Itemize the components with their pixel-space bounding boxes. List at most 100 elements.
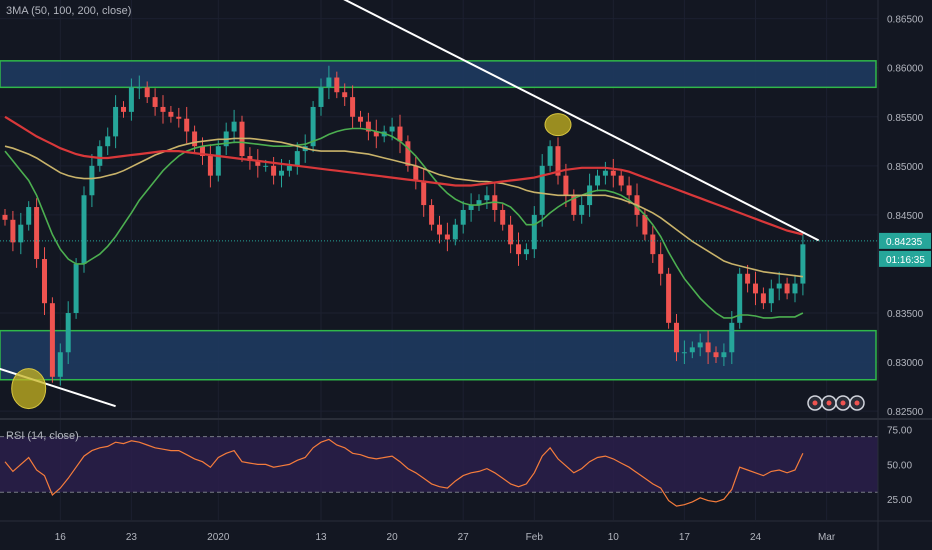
candle-body bbox=[215, 146, 221, 176]
highlight-ellipse bbox=[544, 113, 572, 137]
candle-body bbox=[674, 322, 679, 353]
drawing-tool-dot-icon bbox=[812, 400, 818, 406]
price-tick-label: 0.83000 bbox=[887, 358, 924, 369]
zone-rect bbox=[0, 60, 877, 89]
candle-body bbox=[500, 209, 506, 225]
time-tick-label: 23 bbox=[126, 532, 138, 543]
candle-body bbox=[2, 214, 8, 220]
candle-body bbox=[105, 136, 111, 147]
candle-body bbox=[760, 293, 766, 304]
rsi-band bbox=[0, 436, 878, 493]
candle-body bbox=[200, 146, 205, 157]
rsi-pane bbox=[0, 418, 932, 507]
time-tick-label: 10 bbox=[608, 532, 620, 543]
candle-body bbox=[34, 207, 40, 260]
candle-body bbox=[207, 156, 213, 176]
candle-body bbox=[437, 224, 442, 235]
highlight-markers bbox=[11, 113, 572, 410]
candle-body bbox=[365, 121, 371, 132]
candle-body bbox=[468, 205, 474, 210]
candle-body bbox=[508, 224, 514, 245]
price-tick-label: 0.85500 bbox=[887, 113, 924, 124]
candle-body bbox=[689, 347, 695, 353]
candle-body bbox=[128, 87, 134, 112]
rsi-legend-title: RSI (14, close) bbox=[6, 430, 79, 442]
time-tick-label: Feb bbox=[526, 532, 544, 543]
drawing-tool-dot-icon bbox=[840, 400, 846, 406]
candle-body bbox=[160, 106, 166, 112]
price-tick-label: 0.86500 bbox=[887, 15, 924, 26]
candle-body bbox=[642, 214, 648, 235]
countdown-tag bbox=[879, 250, 931, 267]
candle-body bbox=[421, 180, 427, 206]
countdown-label: 01:16:35 bbox=[886, 255, 925, 266]
price-tick-label: 0.86000 bbox=[887, 64, 924, 75]
price-tick-label: 0.83500 bbox=[887, 309, 924, 320]
candle-body bbox=[626, 185, 632, 196]
candle-body bbox=[49, 303, 55, 377]
candle-body bbox=[476, 200, 482, 206]
candle-body bbox=[192, 131, 198, 147]
candle-body bbox=[358, 116, 363, 122]
candle-body bbox=[65, 313, 71, 353]
candle-body bbox=[176, 116, 182, 119]
price-tags: 0.84235 01:16:35 bbox=[0, 232, 931, 267]
candle-body bbox=[247, 156, 253, 161]
candle-body bbox=[397, 126, 403, 142]
candle-body bbox=[271, 165, 277, 176]
candle-body bbox=[255, 160, 261, 166]
rsi-tick-label: 50.00 bbox=[887, 460, 912, 471]
rsi-tick-label: 25.00 bbox=[887, 495, 912, 506]
candle-body bbox=[452, 224, 458, 240]
candle-body bbox=[729, 322, 735, 353]
time-tick-label: 16 bbox=[55, 532, 67, 543]
candle-body bbox=[57, 352, 63, 377]
last-price-tag bbox=[879, 232, 931, 249]
time-tick-label: 20 bbox=[387, 532, 399, 543]
candle-body bbox=[373, 131, 379, 137]
last-price-label: 0.84235 bbox=[886, 237, 923, 248]
candle-body bbox=[294, 151, 300, 166]
candle-body bbox=[563, 175, 569, 196]
price-tick-label: 0.82500 bbox=[887, 407, 924, 418]
candle-body bbox=[81, 195, 87, 264]
candle-body bbox=[318, 87, 324, 107]
support-resistance-zones bbox=[0, 60, 877, 381]
time-tick-label: Mar bbox=[818, 532, 836, 543]
candle-body bbox=[389, 126, 395, 132]
candle-body bbox=[784, 283, 790, 294]
candle-body bbox=[721, 352, 727, 358]
candle-body bbox=[650, 234, 656, 255]
candle-body bbox=[18, 224, 24, 243]
main-legend: 3MA (50, 100, 200, close) bbox=[6, 5, 131, 17]
candle-body bbox=[326, 77, 332, 88]
price-tick-label: 0.85000 bbox=[887, 162, 924, 173]
candle-body bbox=[800, 244, 806, 284]
candle-body bbox=[737, 273, 743, 323]
candle-body bbox=[658, 254, 664, 274]
candle-body bbox=[768, 288, 774, 304]
candle-body bbox=[579, 205, 585, 215]
zone-rect bbox=[0, 329, 877, 381]
candle-body bbox=[184, 118, 190, 132]
time-tick-label: 24 bbox=[750, 532, 762, 543]
rsi-legend: RSI (14, close) bbox=[6, 430, 79, 442]
candle-body bbox=[547, 146, 553, 166]
candle-body bbox=[350, 97, 356, 117]
time-tick-label: 27 bbox=[458, 532, 470, 543]
ma-line-200 bbox=[4, 115, 804, 236]
candle-body bbox=[121, 106, 126, 112]
candle-body bbox=[113, 106, 119, 137]
candle-body bbox=[595, 175, 600, 186]
candle-body bbox=[286, 165, 292, 171]
candle-body bbox=[484, 195, 490, 201]
candle-body bbox=[705, 342, 711, 353]
highlight-ellipse bbox=[11, 368, 47, 410]
candle-body bbox=[342, 92, 348, 98]
rsi-tick-label: 75.00 bbox=[887, 426, 912, 437]
trendline bbox=[343, 0, 820, 242]
drawing-toolbar[interactable] bbox=[807, 395, 865, 411]
drawing-tool-dot-icon bbox=[854, 400, 860, 406]
candle-body bbox=[413, 165, 419, 181]
